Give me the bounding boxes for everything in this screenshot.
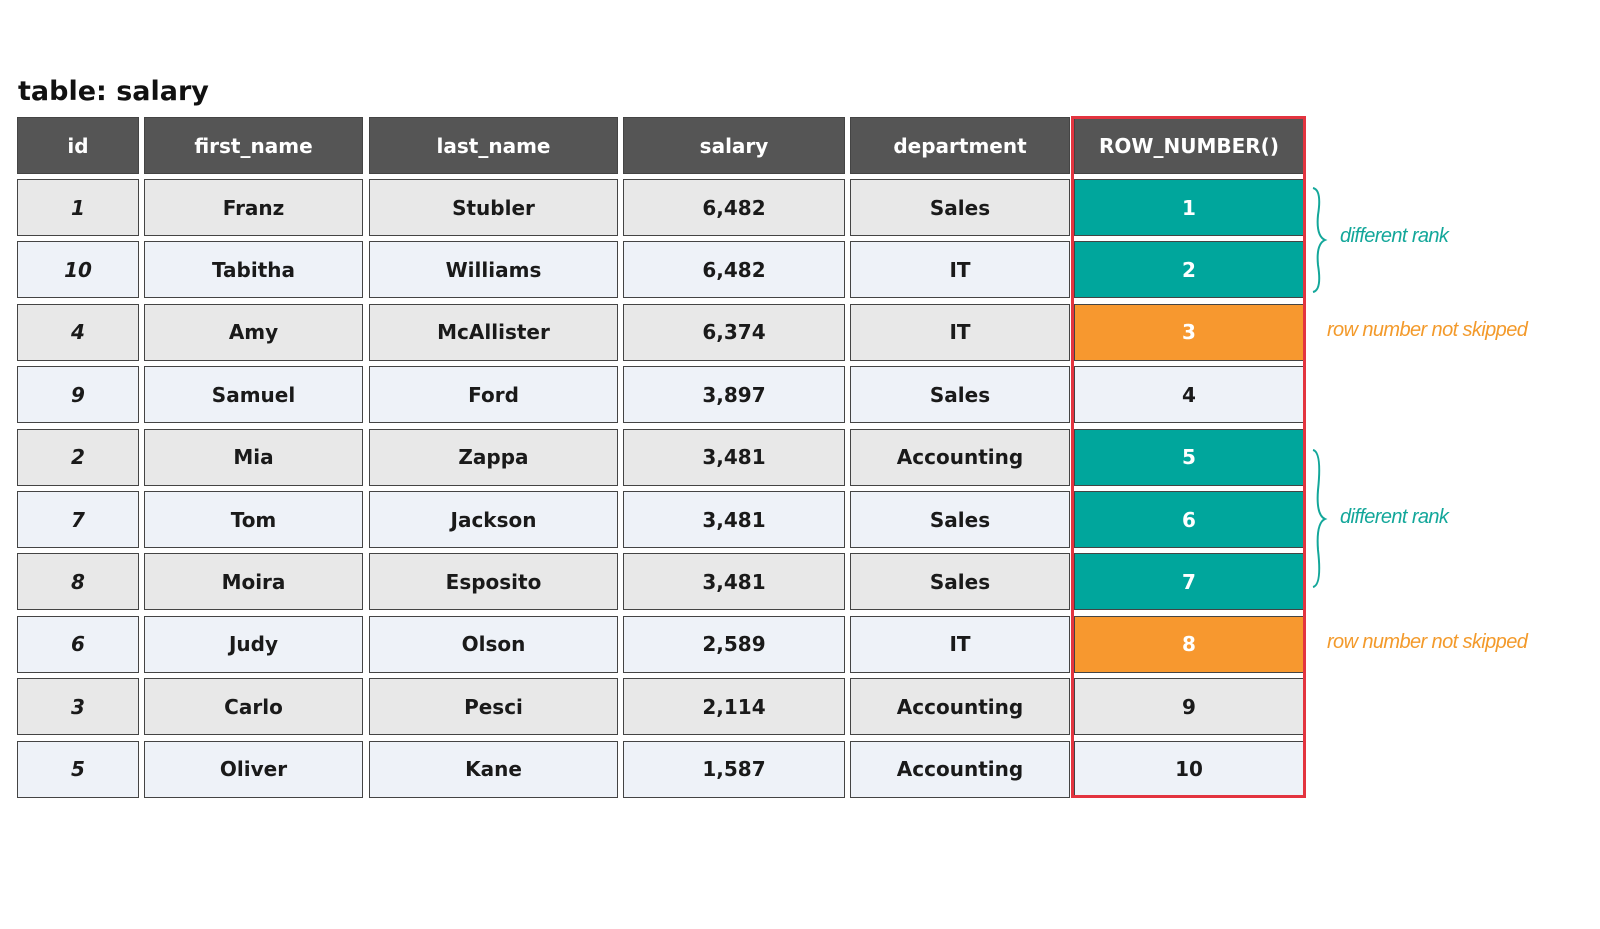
cell: Sales — [850, 491, 1070, 548]
cell: Tabitha — [144, 241, 363, 299]
cell: 1 — [17, 179, 139, 236]
cell: Sales — [850, 366, 1070, 424]
cell: IT — [850, 241, 1070, 299]
cell: Oliver — [144, 740, 363, 798]
cell: Accounting — [850, 740, 1070, 798]
cell: Samuel — [144, 366, 363, 424]
cell: Stubler — [369, 179, 618, 236]
cell: 5 — [17, 740, 139, 798]
annotation: different rank — [1340, 225, 1449, 247]
cell: Accounting — [850, 428, 1070, 486]
cell: 2,589 — [623, 615, 845, 673]
cell: 9 — [17, 366, 139, 424]
annotation: row number not skipped — [1327, 319, 1528, 341]
cell: Accounting — [850, 678, 1070, 736]
annotation: row number not skipped — [1327, 631, 1528, 653]
cell: 6,482 — [623, 241, 845, 299]
cell: 3,481 — [623, 428, 845, 486]
cell: 3,481 — [623, 491, 845, 548]
cell: Williams — [369, 241, 618, 299]
row-number-cell: 6 — [1074, 491, 1304, 548]
cell: Carlo — [144, 678, 363, 736]
cell: Amy — [144, 303, 363, 361]
cell: 3,897 — [623, 366, 845, 424]
cell: Sales — [850, 179, 1070, 236]
header-cell: salary — [623, 117, 845, 174]
row-number-cell: 9 — [1074, 678, 1304, 736]
row-number-cell: 7 — [1074, 553, 1304, 611]
cell: Mia — [144, 428, 363, 486]
cell: 3,481 — [623, 553, 845, 611]
row-number-cell: 8 — [1074, 615, 1304, 673]
table-title: table: salary — [18, 76, 209, 107]
row-number-cell: 1 — [1074, 179, 1304, 236]
cell: Franz — [144, 179, 363, 236]
header-cell: first_name — [144, 117, 363, 174]
cell: 4 — [17, 303, 139, 361]
cell: 3 — [17, 678, 139, 736]
cell: Olson — [369, 615, 618, 673]
row-number-cell: 2 — [1074, 241, 1304, 299]
cell: 6 — [17, 615, 139, 673]
cell: Kane — [369, 740, 618, 798]
brace — [1312, 449, 1328, 588]
row-number-cell: 3 — [1074, 303, 1304, 361]
row-number-cell: 5 — [1074, 428, 1304, 486]
cell: Ford — [369, 366, 618, 424]
header-cell: ROW_NUMBER() — [1074, 117, 1304, 174]
cell: Jackson — [369, 491, 618, 548]
brace — [1312, 187, 1328, 293]
cell: 2 — [17, 428, 139, 486]
annotation: different rank — [1340, 506, 1449, 528]
cell: Pesci — [369, 678, 618, 736]
cell: IT — [850, 303, 1070, 361]
header-cell: id — [17, 117, 139, 174]
cell: Esposito — [369, 553, 618, 611]
cell: 1,587 — [623, 740, 845, 798]
cell: Judy — [144, 615, 363, 673]
cell: Moira — [144, 553, 363, 611]
cell: 7 — [17, 491, 139, 548]
cell: Tom — [144, 491, 363, 548]
row-number-cell: 4 — [1074, 366, 1304, 424]
cell: 6,374 — [623, 303, 845, 361]
cell: Zappa — [369, 428, 618, 486]
cell: Sales — [850, 553, 1070, 611]
cell: 2,114 — [623, 678, 845, 736]
row-number-cell: 10 — [1074, 740, 1304, 798]
cell: 6,482 — [623, 179, 845, 236]
cell: IT — [850, 615, 1070, 673]
cell: McAllister — [369, 303, 618, 361]
cell: 8 — [17, 553, 139, 611]
header-cell: last_name — [369, 117, 618, 174]
header-cell: department — [850, 117, 1070, 174]
cell: 10 — [17, 241, 139, 299]
